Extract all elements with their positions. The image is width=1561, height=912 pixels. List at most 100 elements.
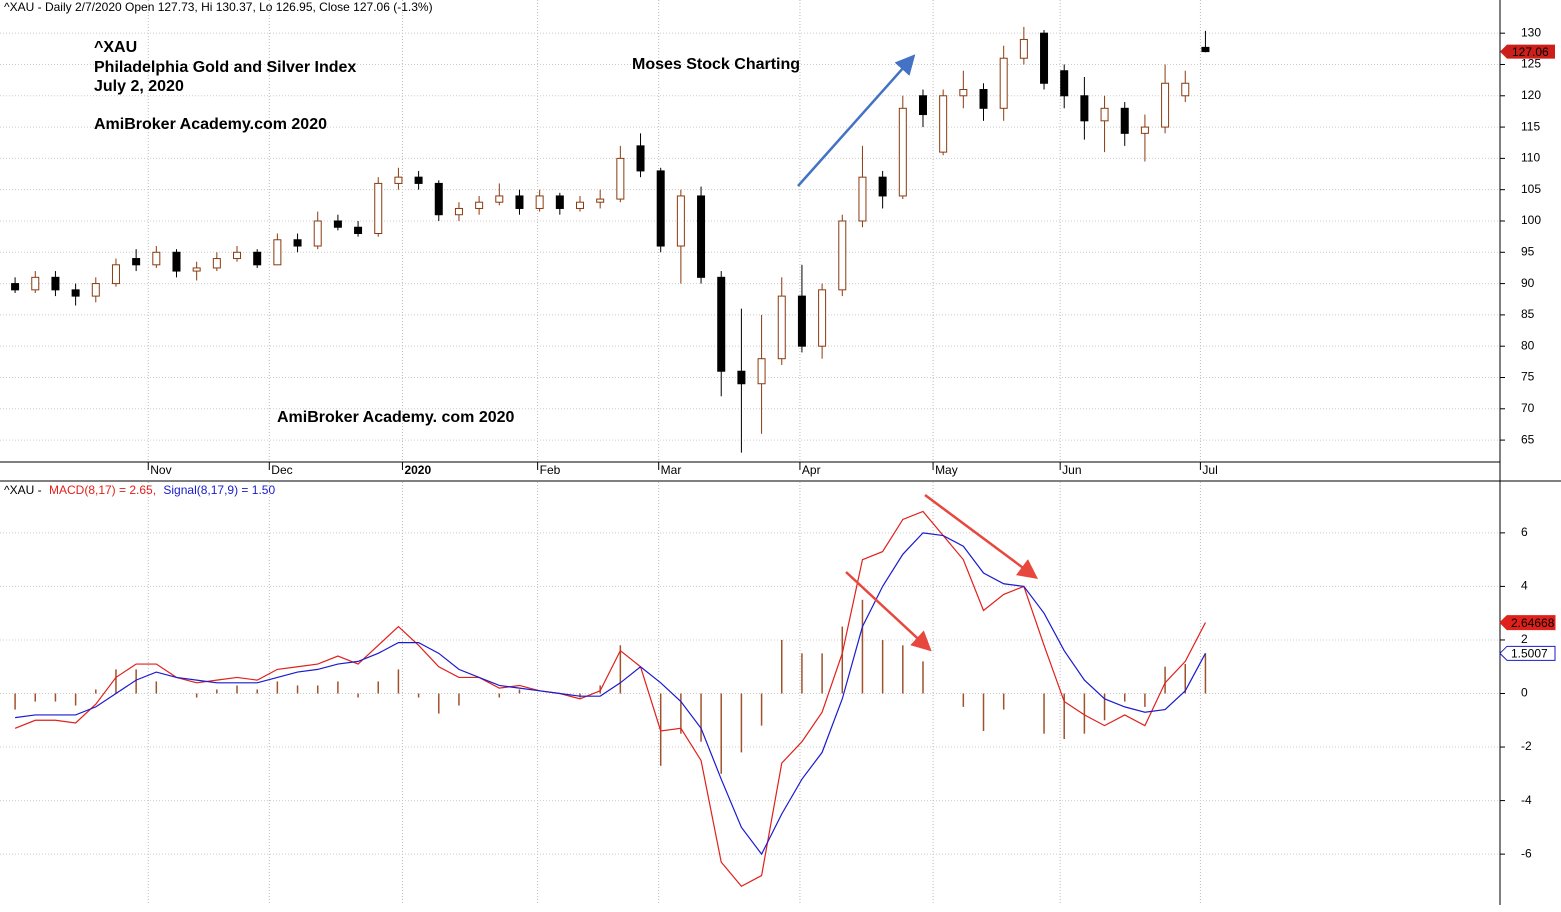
y-tick-label: 2 [1521, 632, 1528, 646]
candle-body [535, 195, 544, 209]
candle-body [1120, 107, 1129, 134]
candle-body [293, 239, 302, 247]
trend-arrow [845, 571, 932, 652]
candle-body [1140, 126, 1149, 134]
y-tick-label: -2 [1521, 739, 1532, 753]
title-part: ^XAU - [4, 483, 42, 497]
annotation: ^XAU [94, 39, 137, 56]
annotation: AmiBroker Academy. com 2020 [277, 409, 515, 426]
candle-body [434, 182, 443, 216]
price-marker [1500, 44, 1555, 59]
title-part: MACD(8,17) = 2.65, [49, 483, 156, 497]
candle-body [616, 157, 625, 200]
candle-body [495, 195, 504, 203]
y-tick-label: 4 [1521, 579, 1528, 593]
value-marker [1499, 645, 1556, 661]
candle-body [676, 195, 685, 247]
y-tick-label: 0 [1521, 686, 1528, 700]
candle-body [111, 264, 120, 285]
y-tick-label: 95 [1521, 244, 1535, 258]
candle-body [454, 207, 463, 216]
x-tick-label: Mar [661, 463, 682, 477]
candle-body [172, 251, 181, 272]
y-tick-label: 75 [1521, 370, 1535, 384]
candle-body [777, 295, 786, 360]
y-tick-label: -4 [1521, 793, 1532, 807]
value-marker-label: 1.5007 [1511, 646, 1548, 660]
y-tick-label: 125 [1521, 57, 1541, 71]
candle-body [253, 251, 262, 266]
x-tick-label: Apr [802, 463, 821, 477]
title-part: Signal(8,17,9) = 1.50 [163, 483, 275, 497]
candle-body [979, 89, 988, 109]
candle-body [838, 220, 847, 291]
candle-body [333, 220, 342, 228]
candle-body [999, 57, 1008, 109]
candle-body [636, 145, 645, 172]
chart-title: ^XAU - Daily 2/7/2020 Open 127.73, Hi 13… [4, 0, 433, 14]
candle-body [697, 195, 706, 278]
candle-body [11, 283, 20, 291]
candle-body [51, 276, 60, 291]
y-tick-label: 70 [1521, 401, 1535, 415]
y-tick-label: 115 [1521, 119, 1540, 133]
candle-body [414, 176, 423, 184]
candle-body [212, 258, 221, 269]
candle-body [717, 276, 726, 372]
candle-body [313, 220, 322, 247]
x-tick-label: Jul [1202, 463, 1217, 477]
indicator-line [15, 532, 1206, 856]
indicator-line [14, 510, 1206, 888]
indicator-title: ^XAU - MACD(8,17) = 2.65, Signal(8,17,9)… [4, 483, 275, 497]
trend-arrow [924, 493, 1039, 579]
candle-body [918, 95, 927, 116]
annotation: Moses Stock Charting [632, 56, 800, 73]
candle-body [797, 295, 806, 347]
candle-body [555, 195, 564, 209]
price-marker-label: 127.06 [1512, 45, 1549, 59]
trend-arrow [797, 54, 916, 187]
candle-body [1060, 70, 1069, 97]
candle-body [515, 195, 524, 209]
x-tick-label: May [935, 463, 958, 477]
candle-body [898, 107, 907, 197]
candle-body [959, 89, 968, 97]
candle-body [1019, 38, 1028, 59]
annotation: Philadelphia Gold and Silver Index [94, 59, 356, 76]
x-tick-label: 2020 [404, 463, 431, 477]
candle-body [939, 95, 948, 153]
candle-body [91, 283, 100, 297]
candle-body [192, 267, 201, 272]
candle-body [1201, 46, 1210, 53]
candle-body [394, 176, 403, 184]
candle-body [71, 289, 80, 297]
candle-body [818, 289, 827, 347]
candle-body [596, 198, 605, 203]
y-tick-label: 105 [1521, 182, 1541, 196]
x-tick-label: Jun [1062, 463, 1081, 477]
candle-body [132, 258, 141, 266]
candle-body [273, 239, 282, 266]
value-marker [1499, 615, 1556, 631]
candle-body [757, 358, 766, 385]
candle-body [31, 276, 40, 291]
candle-body [233, 251, 242, 260]
value-marker-label: 2.64668 [1511, 616, 1555, 630]
candle-body [858, 176, 867, 222]
candle-body [475, 201, 484, 209]
candle-body [152, 251, 161, 266]
candle-body [1080, 95, 1089, 122]
x-tick-label: Dec [271, 463, 292, 477]
x-tick-label: Nov [150, 463, 171, 477]
annotation: July 2, 2020 [94, 78, 184, 95]
candle-body [656, 170, 665, 247]
candle-body [878, 176, 887, 197]
candle-body [374, 182, 383, 235]
candle-body [354, 226, 363, 235]
x-tick-label: Feb [540, 463, 561, 477]
annotation: AmiBroker Academy.com 2020 [94, 116, 327, 133]
candle-body [1181, 82, 1190, 97]
y-tick-label: 90 [1521, 276, 1535, 290]
y-tick-label: 120 [1521, 88, 1541, 102]
